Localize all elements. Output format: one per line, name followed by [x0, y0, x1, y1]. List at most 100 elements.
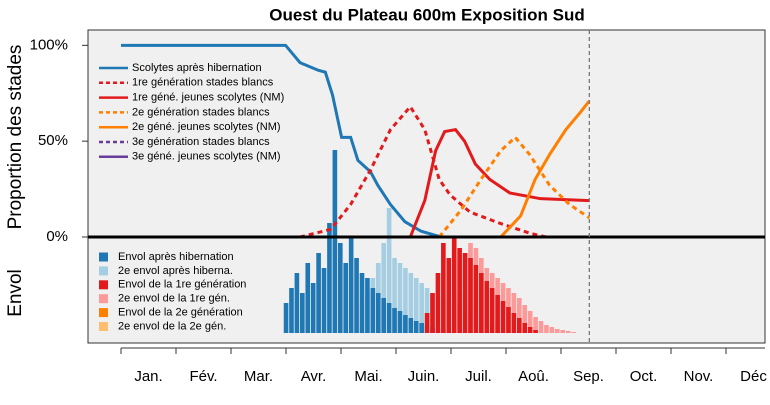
chart-title: Ouest du Plateau 600m Exposition Sud	[269, 5, 585, 24]
legend-label: 3e génération stades blancs	[132, 136, 270, 148]
envol-bar	[484, 281, 490, 333]
envol-bar	[522, 323, 528, 333]
envol-bar	[305, 263, 311, 333]
envol-bar	[354, 258, 359, 333]
x-tick-label: Mai.	[354, 368, 382, 385]
envol-bar	[533, 330, 538, 333]
legend-label: 2e envol de la 1re gén.	[118, 293, 230, 305]
envol-bar	[424, 313, 430, 333]
envol-bar	[365, 278, 370, 333]
envol-bar	[489, 288, 495, 333]
envol-bar	[300, 293, 305, 333]
legend-label: 2e géné. jeunes scolytes (NM)	[132, 121, 281, 133]
envol-bar	[348, 238, 354, 333]
envol-bar	[451, 238, 457, 333]
series-line	[299, 104, 547, 239]
envol-bar	[403, 268, 408, 333]
envol-bar	[479, 273, 484, 333]
legend-swatch	[99, 266, 108, 276]
histogram	[283, 150, 576, 333]
legends: Scolytes après hibernation 1re génération…	[99, 62, 284, 332]
series-line	[121, 43, 442, 239]
x-tick-label: Déc	[740, 368, 767, 385]
legend-label: 1re géné. jeunes scolytes (NM)	[132, 92, 284, 104]
envol-bar	[468, 258, 473, 333]
y-axis-title: Proportion des stades	[5, 45, 26, 230]
envol-bar	[457, 248, 462, 333]
envol-bar	[359, 273, 365, 333]
envol-bar	[511, 313, 517, 333]
envol-bar	[392, 308, 397, 333]
envol-bar	[403, 315, 408, 333]
envol-axis-title: Envol	[5, 269, 26, 317]
envol-bar	[419, 323, 424, 333]
y-tick-label: 100%	[30, 36, 68, 53]
envol-bar	[386, 208, 392, 333]
envol-bar	[538, 321, 544, 333]
envol-bar	[441, 243, 446, 333]
legend-label: Envol de la 1re génération	[118, 279, 246, 291]
envol-bar	[446, 258, 452, 333]
x-tick-label: Jan.	[134, 368, 162, 385]
envol-bar	[430, 293, 435, 333]
envol-bar	[289, 288, 294, 333]
y-tick-label: 50%	[38, 132, 68, 149]
envol-bar	[381, 298, 387, 333]
legend-label: 2e envol de la 2e gén.	[118, 320, 226, 332]
envol-bar	[294, 273, 300, 333]
legend-label: 1re génération stades blancs	[132, 77, 274, 89]
envol-bar	[413, 321, 419, 333]
legend-label: Scolytes après hibernation	[132, 62, 262, 74]
legend-swatch	[99, 252, 108, 262]
x-tick-label: Oct.	[630, 368, 658, 385]
x-tick-label: Juin.	[408, 368, 440, 385]
envol-bar	[408, 273, 414, 333]
x-tick-label: Nov.	[684, 368, 714, 385]
envol-bar	[332, 150, 338, 333]
legend-swatch	[99, 294, 108, 304]
x-tick-label: Sep.	[573, 368, 604, 385]
legend-swatch	[99, 280, 108, 290]
envol-bar	[375, 293, 381, 333]
envol-bar	[370, 288, 376, 333]
envol-bar	[337, 243, 343, 333]
series-line	[499, 99, 591, 239]
envol-bar	[397, 311, 403, 333]
envol-bar	[517, 298, 522, 333]
envol-bar	[560, 330, 566, 333]
envol-bar	[408, 318, 414, 333]
x-tick-label: Juil.	[465, 368, 492, 385]
envol-bar	[544, 325, 549, 333]
envol-bar	[554, 329, 560, 333]
legend-label: 2e envol après hiberna.	[118, 265, 233, 277]
envol-bar	[419, 283, 424, 333]
envol-bar	[533, 317, 538, 333]
legend-label: 2e génération stades blancs	[132, 106, 270, 118]
series-line	[408, 128, 590, 238]
envol-bar	[310, 283, 316, 333]
y-tick-label: 0%	[46, 228, 68, 245]
envol-bar	[549, 327, 555, 333]
envol-bar	[424, 288, 430, 333]
envol-bar	[527, 311, 533, 333]
envol-bar	[571, 332, 576, 333]
envol-bar	[435, 273, 441, 333]
x-tick-label: Avr.	[301, 368, 327, 385]
envol-bar	[386, 303, 392, 333]
x-tick-label: Fév.	[189, 368, 217, 385]
envol-bar	[343, 263, 349, 333]
lines	[121, 43, 591, 239]
envol-bar	[506, 307, 511, 333]
envol-bar	[565, 331, 571, 333]
legend-swatch	[99, 308, 108, 318]
envol-bar	[283, 303, 289, 333]
envol-bar	[392, 258, 397, 333]
envol-bar	[327, 223, 332, 333]
legend-swatch	[99, 322, 108, 331]
x-tick-label: Aoû.	[518, 368, 549, 385]
plot-frame	[87, 29, 766, 344]
envol-bar	[316, 253, 321, 333]
legend-label: Envol après hibernation	[118, 251, 234, 263]
envol-bar	[321, 268, 327, 333]
